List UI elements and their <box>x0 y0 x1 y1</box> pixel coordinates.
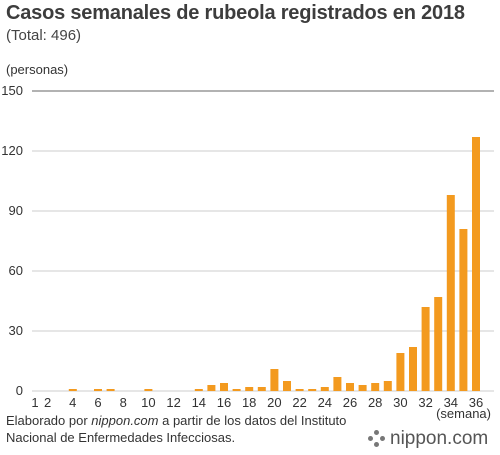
bar-week-33 <box>434 297 443 391</box>
x-tick-label: 28 <box>368 395 382 410</box>
x-tick-label: 8 <box>120 395 127 410</box>
bar-week-21 <box>283 381 291 391</box>
bar-week-32 <box>421 307 430 391</box>
x-tick-label: 10 <box>141 395 155 410</box>
x-tick-label: 1 <box>31 395 38 410</box>
x-tick-label: 4 <box>69 395 76 410</box>
bar-week-17 <box>232 389 241 391</box>
logo-dots-icon <box>368 430 386 448</box>
y-tick-label: 30 <box>9 323 23 338</box>
x-tick-label: 14 <box>192 395 206 410</box>
source-prefix: Elaborado por <box>6 413 92 428</box>
bar-week-6 <box>94 389 102 391</box>
bar-week-30 <box>396 353 405 391</box>
x-tick-label: 16 <box>217 395 231 410</box>
x-tick-label: 36 <box>469 395 483 410</box>
nippon-logo: nippon.com <box>368 428 488 450</box>
bars <box>68 137 480 391</box>
bar-week-4 <box>68 389 77 391</box>
bar-week-28 <box>371 383 380 391</box>
x-tick-label: 34 <box>444 395 458 410</box>
bar-week-22 <box>295 389 304 391</box>
x-tick-label: 6 <box>94 395 101 410</box>
x-tick-label: 20 <box>267 395 281 410</box>
bar-week-23 <box>308 389 317 391</box>
source-site: nippon.com <box>91 413 159 428</box>
bar-week-7 <box>106 389 115 391</box>
y-tick-label: 60 <box>9 263 23 278</box>
y-axis-unit-label: (personas) <box>6 62 69 77</box>
bar-week-25 <box>333 377 342 391</box>
logo-text: nippon.com <box>390 428 489 449</box>
y-tick-label: 150 <box>1 83 23 98</box>
x-tick-label: 18 <box>242 395 256 410</box>
x-tick-label: 2 <box>44 395 51 410</box>
bar-week-14 <box>194 389 203 391</box>
bar-week-15 <box>207 385 216 391</box>
bar-week-26 <box>346 383 354 391</box>
bar-week-34 <box>446 195 455 391</box>
bar-week-36 <box>472 137 480 391</box>
x-tick-label: 30 <box>393 395 407 410</box>
y-tick-label: 120 <box>1 143 23 158</box>
x-axis-ticks: 1 2 4 6 8 10 12 14 16 18 20 22 24 26 28 30 32 34 36 <box>31 395 483 410</box>
chart-subtitle: (Total: 496) <box>6 27 82 44</box>
x-tick-label: 32 <box>418 395 432 410</box>
bar-week-24 <box>320 387 329 391</box>
bar-week-31 <box>409 347 417 391</box>
x-axis-unit-label: (semana) <box>436 406 491 421</box>
x-tick-label: 24 <box>318 395 332 410</box>
bar-week-16 <box>220 383 228 391</box>
x-tick-label: 22 <box>292 395 306 410</box>
bar-week-20 <box>270 369 279 391</box>
bar-week-18 <box>245 387 254 391</box>
x-tick-label: 12 <box>166 395 180 410</box>
x-tick-label: 26 <box>343 395 357 410</box>
y-axis-ticks: 0 30 60 90 120 150 <box>1 83 23 398</box>
chart-title: Casos semanales de rubeola registrados e… <box>6 2 465 24</box>
y-tick-label: 90 <box>9 203 23 218</box>
bar-week-29 <box>383 381 392 391</box>
source-suffix: a partir de los datos del Instituto Naci… <box>6 413 347 445</box>
bar-week-19 <box>257 387 266 391</box>
bar-week-27 <box>358 385 367 391</box>
y-tick-label: 0 <box>16 383 23 398</box>
source-note: Elaborado por nippon.com a partir de los… <box>6 412 366 446</box>
bar-week-10 <box>144 389 153 391</box>
bar-week-35 <box>459 229 468 391</box>
